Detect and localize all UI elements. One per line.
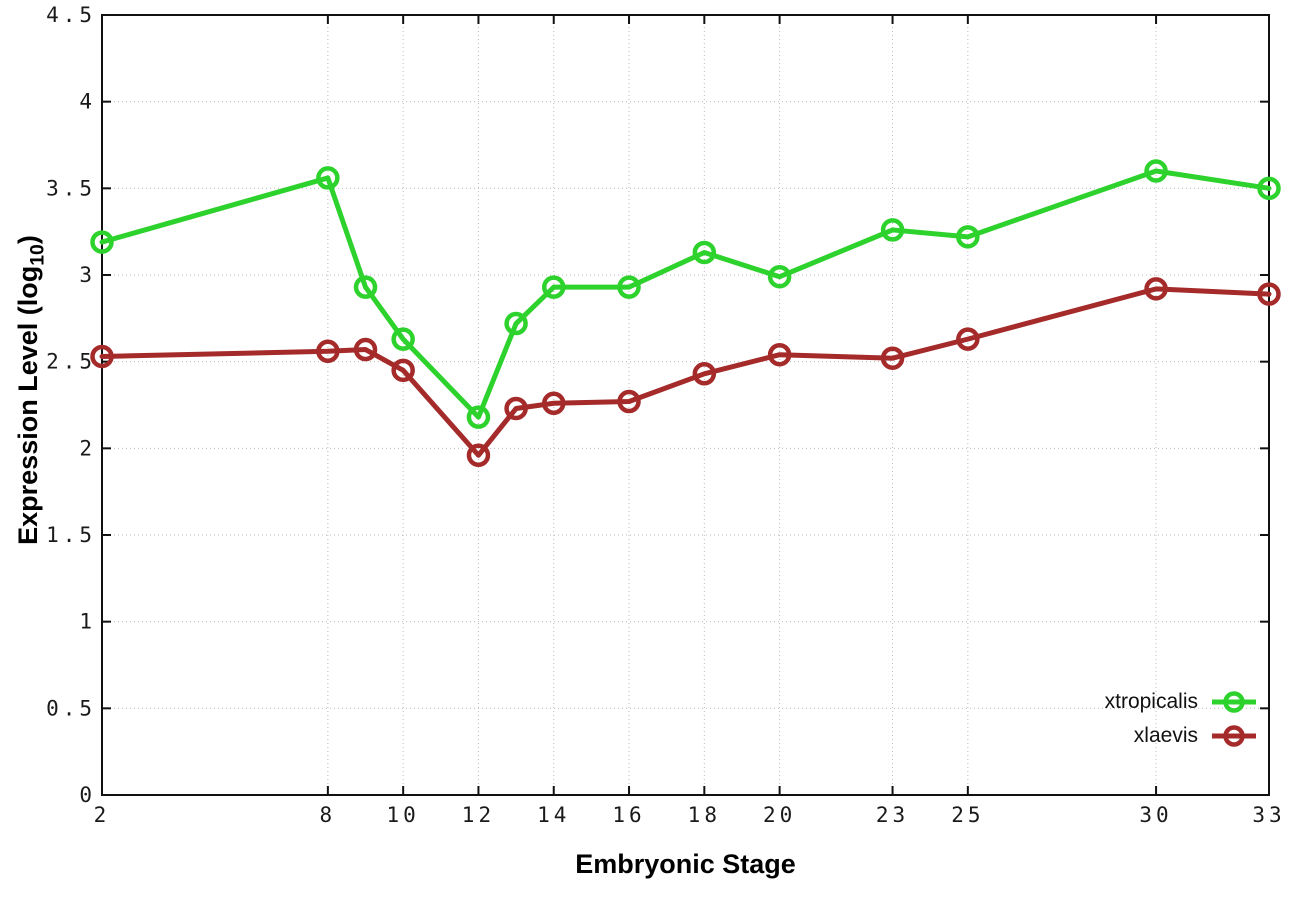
data-point-xlaevis: [767, 342, 792, 367]
x-tick-label: 30: [1139, 803, 1172, 827]
data-point-xlaevis: [90, 344, 114, 369]
data-point-xlaevis: [541, 391, 566, 416]
legend: xtropicalis xlaevis: [1105, 685, 1258, 753]
data-point-xtropicalis: [541, 275, 566, 299]
data-point-xtropicalis: [391, 327, 415, 351]
data-point-xtropicalis: [692, 240, 717, 265]
legend-label-xtropicalis: xtropicalis: [1104, 690, 1198, 713]
y-tick-label: 1.5: [46, 523, 96, 547]
data-point-xtropicalis: [504, 311, 528, 336]
data-point-xtropicalis: [353, 275, 378, 299]
data-point-xtropicalis: [956, 225, 980, 249]
y-tick-label: 3.5: [46, 176, 96, 200]
legend-item-xtropicalis: xtropicalis: [1105, 685, 1258, 719]
y-tick-label: 4: [79, 90, 96, 114]
data-point-xtropicalis: [316, 166, 340, 190]
data-point-xlaevis: [353, 337, 378, 362]
x-tick-label: 14: [537, 803, 570, 827]
x-tick-label: 2: [94, 803, 111, 827]
y-axis-title-main: Expression Level (log: [13, 265, 43, 545]
data-point-xlaevis: [617, 389, 641, 414]
y-axis-title: Expression Level (log10): [8, 0, 48, 780]
legend-marker-xtropicalis: [1212, 691, 1256, 713]
y-tick-label: 0.5: [46, 696, 96, 720]
x-tick-label: 8: [320, 803, 337, 827]
data-point-xtropicalis: [880, 218, 905, 242]
x-tick-label: 20: [763, 803, 796, 827]
x-tick-label: 23: [876, 803, 909, 827]
data-point-xlaevis: [1144, 277, 1168, 301]
legend-item-xlaevis: xlaevis: [1105, 719, 1258, 753]
y-tick-label: 2: [79, 436, 96, 460]
data-point-xlaevis: [880, 346, 905, 370]
y-tick-label: 4.5: [46, 3, 96, 27]
data-point-xtropicalis: [767, 264, 792, 289]
x-tick-label: 12: [462, 803, 495, 827]
data-point-xlaevis: [692, 362, 717, 386]
data-point-xlaevis: [316, 339, 340, 364]
x-axis-title: Embryonic Stage: [575, 849, 796, 879]
data-point-xtropicalis: [1257, 176, 1281, 201]
data-point-xtropicalis: [1144, 159, 1168, 183]
legend-circle-icon: [1223, 725, 1245, 747]
data-point-xtropicalis: [90, 230, 114, 254]
data-point-xtropicalis: [617, 275, 641, 299]
series-line-xlaevis: [99, 286, 1272, 458]
y-tick-label: 2.5: [46, 350, 96, 374]
x-tick-label: 18: [688, 803, 721, 827]
legend-marker-xlaevis: [1212, 725, 1256, 747]
data-point-xtropicalis: [466, 405, 491, 429]
y-axis-title-close: ): [13, 235, 43, 245]
legend-label-xlaevis: xlaevis: [1133, 724, 1198, 747]
legend-circle-icon: [1223, 691, 1245, 713]
data-point-xlaevis: [466, 443, 491, 468]
y-axis-title-subscript: 10: [26, 244, 49, 266]
data-point-xlaevis: [1257, 282, 1281, 306]
data-point-xlaevis: [391, 358, 415, 383]
x-tick-label: 10: [387, 803, 420, 827]
y-tick-label: 1: [79, 610, 96, 634]
y-tick-label: 0: [79, 783, 96, 807]
x-tick-label: 33: [1252, 803, 1285, 827]
y-tick-label: 3: [79, 263, 96, 287]
data-point-xlaevis: [504, 396, 528, 421]
data-point-xlaevis: [956, 327, 980, 351]
plot-frame: [101, 14, 1270, 796]
x-tick-label: 25: [951, 803, 984, 827]
x-tick-label: 16: [612, 803, 645, 827]
